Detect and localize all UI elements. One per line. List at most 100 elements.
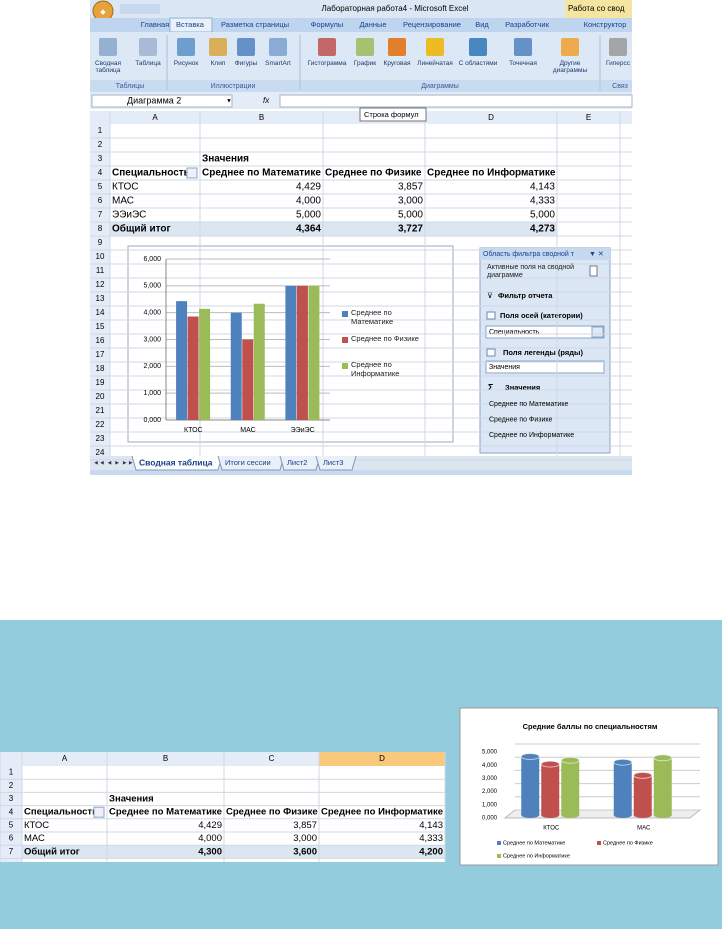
fx-button[interactable]: fx [263,96,270,105]
ribbon-icon[interactable] [609,38,627,56]
context-tab[interactable]: Работа со свод [568,4,625,13]
sheet-tab[interactable]: Сводная таблица [139,457,213,467]
row-header: 10 [96,252,105,261]
cell: Специальность [112,168,190,179]
table2-bg [0,752,445,862]
ribbon-tab[interactable]: Разметка страницы [221,20,289,29]
column-header: D [379,754,385,763]
cell: 5,000 [296,210,321,221]
cell: 4,143 [419,820,443,831]
ribbon-tab[interactable]: Разработчик [505,20,549,29]
context-tab-bg [565,0,632,18]
filter-dropdown[interactable] [186,167,198,179]
ribbon-button[interactable]: Сводная таблица [94,60,122,75]
ribbon-icon[interactable] [209,38,227,56]
bar-top [520,753,540,761]
ribbon-icon[interactable] [469,38,487,56]
formula-input[interactable] [279,94,633,108]
ribbon-button[interactable]: Гиперсс [605,60,631,67]
ribbon-button[interactable]: SmartArt [265,60,291,67]
legend-label: Среднее по Физике [603,840,653,846]
y-tick-label: 3,000 [143,336,161,343]
name-box[interactable] [91,94,233,108]
values-title: Значения [505,383,540,392]
legend-swatch [342,337,348,343]
value-field: Среднее по Математике [489,401,568,408]
axis-dropdown-button[interactable] [591,326,604,338]
row-header: 15 [96,322,105,331]
ribbon-button[interactable]: С областями [458,60,498,67]
ribbon-icon[interactable] [426,38,444,56]
legend-swatch [597,841,601,845]
pane-controls[interactable]: ▼ ✕ [589,251,604,258]
ribbon-button[interactable]: Рисунок [173,60,199,67]
y-tick-label: 2,000 [482,789,498,795]
ribbon-icon[interactable] [356,38,374,56]
cell: 4,364 [296,224,321,235]
ribbon-button[interactable]: Другие диаграммы [552,60,588,75]
total-row-bg [110,222,557,236]
y-tick-label: 0,000 [143,417,161,424]
ribbon-icon[interactable] [514,38,532,56]
bar-top [560,756,580,764]
ribbon-button[interactable]: Круговая [383,60,411,67]
ribbon-group: Иллюстрации [211,83,256,90]
row-header: 7 [9,847,14,856]
axis-dropdown[interactable] [485,325,605,339]
ribbon-icon[interactable] [561,38,579,56]
ribbon-button[interactable]: График [353,60,377,67]
legend-swatch [497,854,501,858]
ribbon-button[interactable]: Гистограмма [307,60,347,67]
ribbon-icon[interactable] [237,38,255,56]
filter-dropdown[interactable] [93,806,105,818]
cell: Среднее по Информатике [427,167,556,179]
sheet-tab[interactable]: Лист3 [323,458,343,467]
legend-field[interactable] [485,360,605,374]
cell: 3,857 [293,820,317,831]
bar-top [633,771,653,779]
bar [541,764,560,815]
bar [199,308,211,420]
sheet-tab-shape[interactable] [315,455,357,471]
ribbon-button[interactable]: Таблица [135,60,161,67]
ribbon-icon[interactable] [99,38,117,56]
axis-fields: Поля осей (категории) [500,311,583,320]
ribbon-tab[interactable]: Формулы [311,20,344,29]
sheet-tab[interactable]: Итоги сессии [225,458,271,467]
ribbon-icon[interactable] [269,38,287,56]
ribbon-tab[interactable]: Данные [359,20,386,29]
ribbon-group: Таблицы [116,82,145,90]
tab-nav[interactable]: ◄◄ ◄ ► ►► [93,461,134,467]
row-header-col [0,766,22,862]
cell: МАС [24,833,45,844]
pane-icon [589,265,598,277]
legend-label: Среднее по Информатике [351,360,400,378]
ribbon-button[interactable]: Фигуры [234,60,258,67]
y-tick-label: 1,000 [143,390,161,397]
bar [242,339,254,420]
ribbon-tab[interactable]: Рецензирование [403,20,461,29]
ribbon-tab[interactable]: Вид [475,20,489,29]
ribbon-icon[interactable] [318,38,336,56]
ribbon-icon[interactable] [388,38,406,56]
ribbon-button[interactable]: Линейчатая [417,60,453,67]
ribbon-tab[interactable]: Вставка [176,20,205,29]
bar [187,316,199,420]
row-header: 2 [98,140,103,149]
ribbon-button[interactable]: Клип [210,60,226,67]
cell: 3,857 [398,182,423,193]
row-header: 5 [9,821,14,830]
cell: 5,000 [398,210,423,221]
ribbon-tab[interactable]: Конструктор [584,20,627,29]
pane-title: Область фильтра сводной т [483,250,575,258]
sheet-tab[interactable]: Лист2 [287,458,307,467]
ribbon-icon[interactable] [139,38,157,56]
legend-label: Среднее по Математике [503,840,565,846]
ribbon-icon[interactable] [177,38,195,56]
legend-swatch [342,311,348,317]
ribbon-button[interactable]: Точечная [509,60,537,67]
bar [176,301,188,420]
ribbon-tab[interactable]: Главная [141,20,170,29]
quick-access[interactable] [120,4,160,14]
